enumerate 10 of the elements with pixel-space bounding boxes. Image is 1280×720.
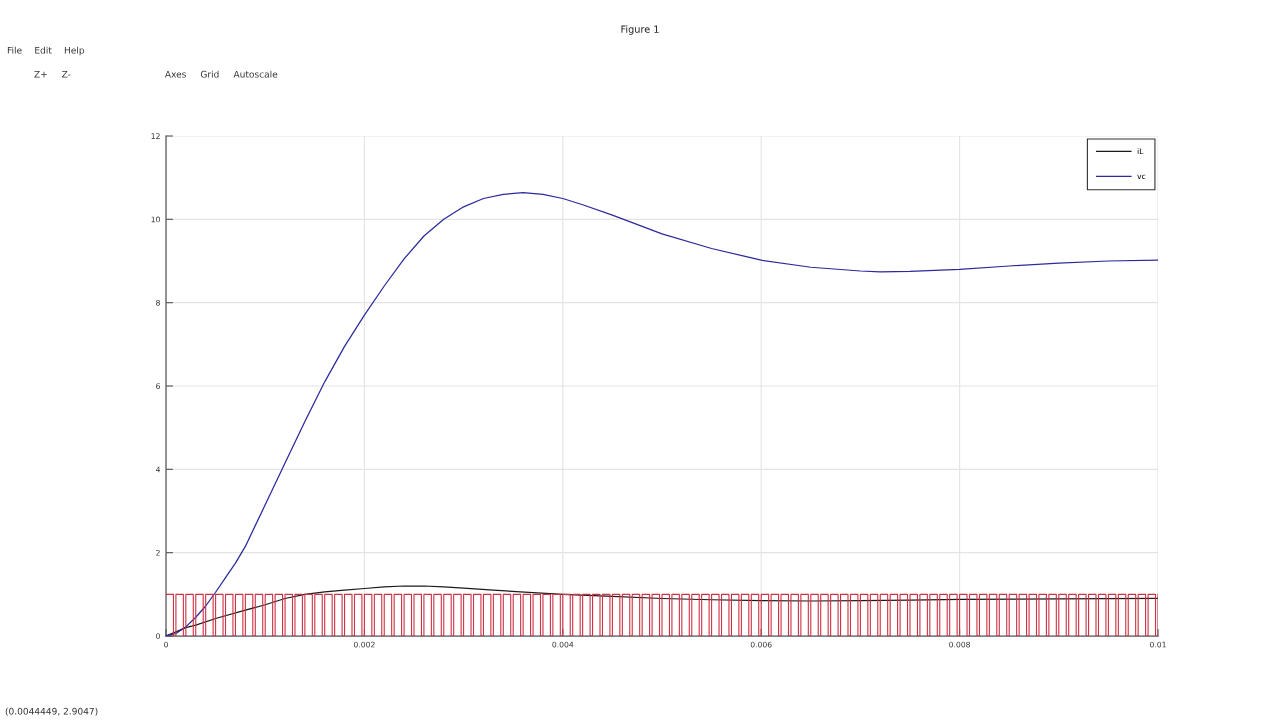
chart-title: Figure 1: [621, 25, 659, 35]
text: Z+: [34, 70, 47, 78]
text: Autoscale: [233, 70, 278, 78]
text: (0.0044449, 2.9047): [5, 707, 98, 716]
text: Z-: [62, 70, 71, 78]
text: File: [7, 46, 22, 54]
text: Grid: [200, 70, 219, 78]
text: Axes: [164, 70, 186, 78]
text: Help: [64, 46, 85, 56]
text: Edit: [35, 46, 52, 54]
